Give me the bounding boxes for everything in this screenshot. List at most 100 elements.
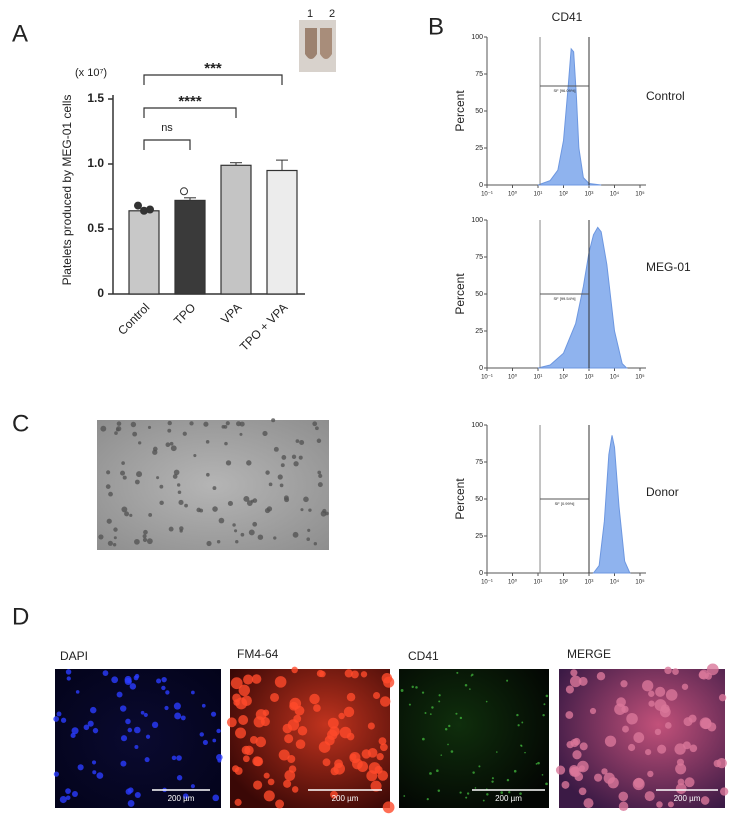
cell — [238, 715, 249, 725]
cell — [543, 703, 546, 706]
cell — [281, 455, 287, 460]
cell — [257, 534, 264, 540]
cell — [71, 790, 78, 797]
cell — [370, 780, 382, 792]
cell — [100, 425, 107, 432]
cell — [665, 689, 678, 701]
cell — [96, 772, 104, 779]
cell — [654, 728, 662, 736]
cell — [264, 507, 271, 514]
cell — [308, 508, 312, 512]
cell — [344, 669, 353, 678]
y-tick-label: 0 — [479, 365, 483, 372]
gate-label: SF [99.54%] — [554, 296, 576, 301]
cell — [513, 769, 517, 773]
cell — [448, 724, 451, 728]
y-tick-label: 100 — [471, 217, 483, 224]
data-point — [146, 205, 154, 214]
cell — [683, 717, 693, 727]
y-tick-label: 25 — [475, 145, 483, 152]
cell — [225, 421, 230, 426]
cell — [177, 490, 182, 495]
cell — [633, 732, 645, 743]
cell — [506, 778, 510, 782]
cell — [284, 497, 290, 503]
cell — [263, 790, 275, 802]
cell — [664, 666, 672, 675]
cell — [167, 420, 172, 426]
cell — [360, 671, 368, 678]
tube-label: 2 — [329, 8, 335, 20]
cell — [655, 686, 666, 697]
cell — [517, 724, 520, 727]
cell — [648, 690, 655, 697]
x-tick-label: TPO — [171, 300, 198, 327]
cell — [289, 701, 299, 711]
cell — [675, 763, 687, 775]
x-tick-label: 10² — [559, 375, 568, 381]
cell — [238, 684, 251, 697]
cell — [329, 726, 340, 737]
cell — [648, 700, 655, 707]
cell — [239, 421, 245, 427]
bar — [174, 199, 206, 295]
cell — [234, 766, 243, 775]
cell — [171, 755, 177, 761]
cell — [255, 736, 267, 748]
cell — [535, 763, 538, 765]
cell — [618, 791, 629, 802]
cell — [235, 540, 239, 544]
cell — [263, 772, 270, 779]
cell — [716, 758, 727, 769]
x-tick-label: 10⁰ — [508, 191, 518, 198]
cell — [65, 795, 71, 800]
cell — [147, 425, 152, 429]
cell — [422, 737, 425, 741]
cell — [161, 685, 166, 691]
cell — [299, 440, 305, 446]
cell — [138, 441, 142, 445]
cell — [133, 726, 141, 734]
cell — [667, 801, 674, 808]
cell — [466, 792, 470, 795]
cell — [720, 787, 729, 796]
data-point — [134, 201, 142, 210]
y-axis-label: Percent — [453, 90, 467, 132]
histogram-area — [537, 47, 602, 186]
cell — [56, 711, 62, 717]
cell — [368, 762, 381, 774]
cell — [465, 796, 468, 799]
cell — [53, 716, 60, 722]
cell — [456, 671, 459, 674]
cell — [343, 706, 355, 718]
cell — [145, 734, 151, 739]
cell — [450, 750, 454, 753]
cell — [474, 787, 477, 789]
cell — [212, 794, 220, 802]
cell — [102, 670, 109, 676]
cell — [346, 692, 356, 702]
cell — [182, 793, 189, 799]
cell — [267, 778, 275, 786]
cell — [217, 758, 222, 763]
y-tick-label: 1.0 — [87, 156, 104, 170]
cell — [156, 678, 162, 684]
cell — [334, 759, 343, 769]
cell — [408, 703, 411, 706]
cell — [234, 798, 242, 806]
scale-bar-label: 200 µm — [332, 794, 359, 803]
cell — [206, 472, 210, 477]
cell — [287, 754, 296, 764]
sig-bracket — [143, 139, 191, 150]
cell — [120, 735, 128, 742]
cell — [224, 441, 228, 446]
cell — [672, 668, 679, 675]
cell — [607, 777, 619, 789]
cell — [173, 702, 181, 710]
cell — [644, 791, 655, 802]
micrograph-title: DAPI — [60, 649, 88, 663]
sample-label: Control — [646, 89, 685, 103]
cell — [216, 753, 223, 761]
cell — [92, 770, 97, 775]
cell — [216, 728, 221, 734]
